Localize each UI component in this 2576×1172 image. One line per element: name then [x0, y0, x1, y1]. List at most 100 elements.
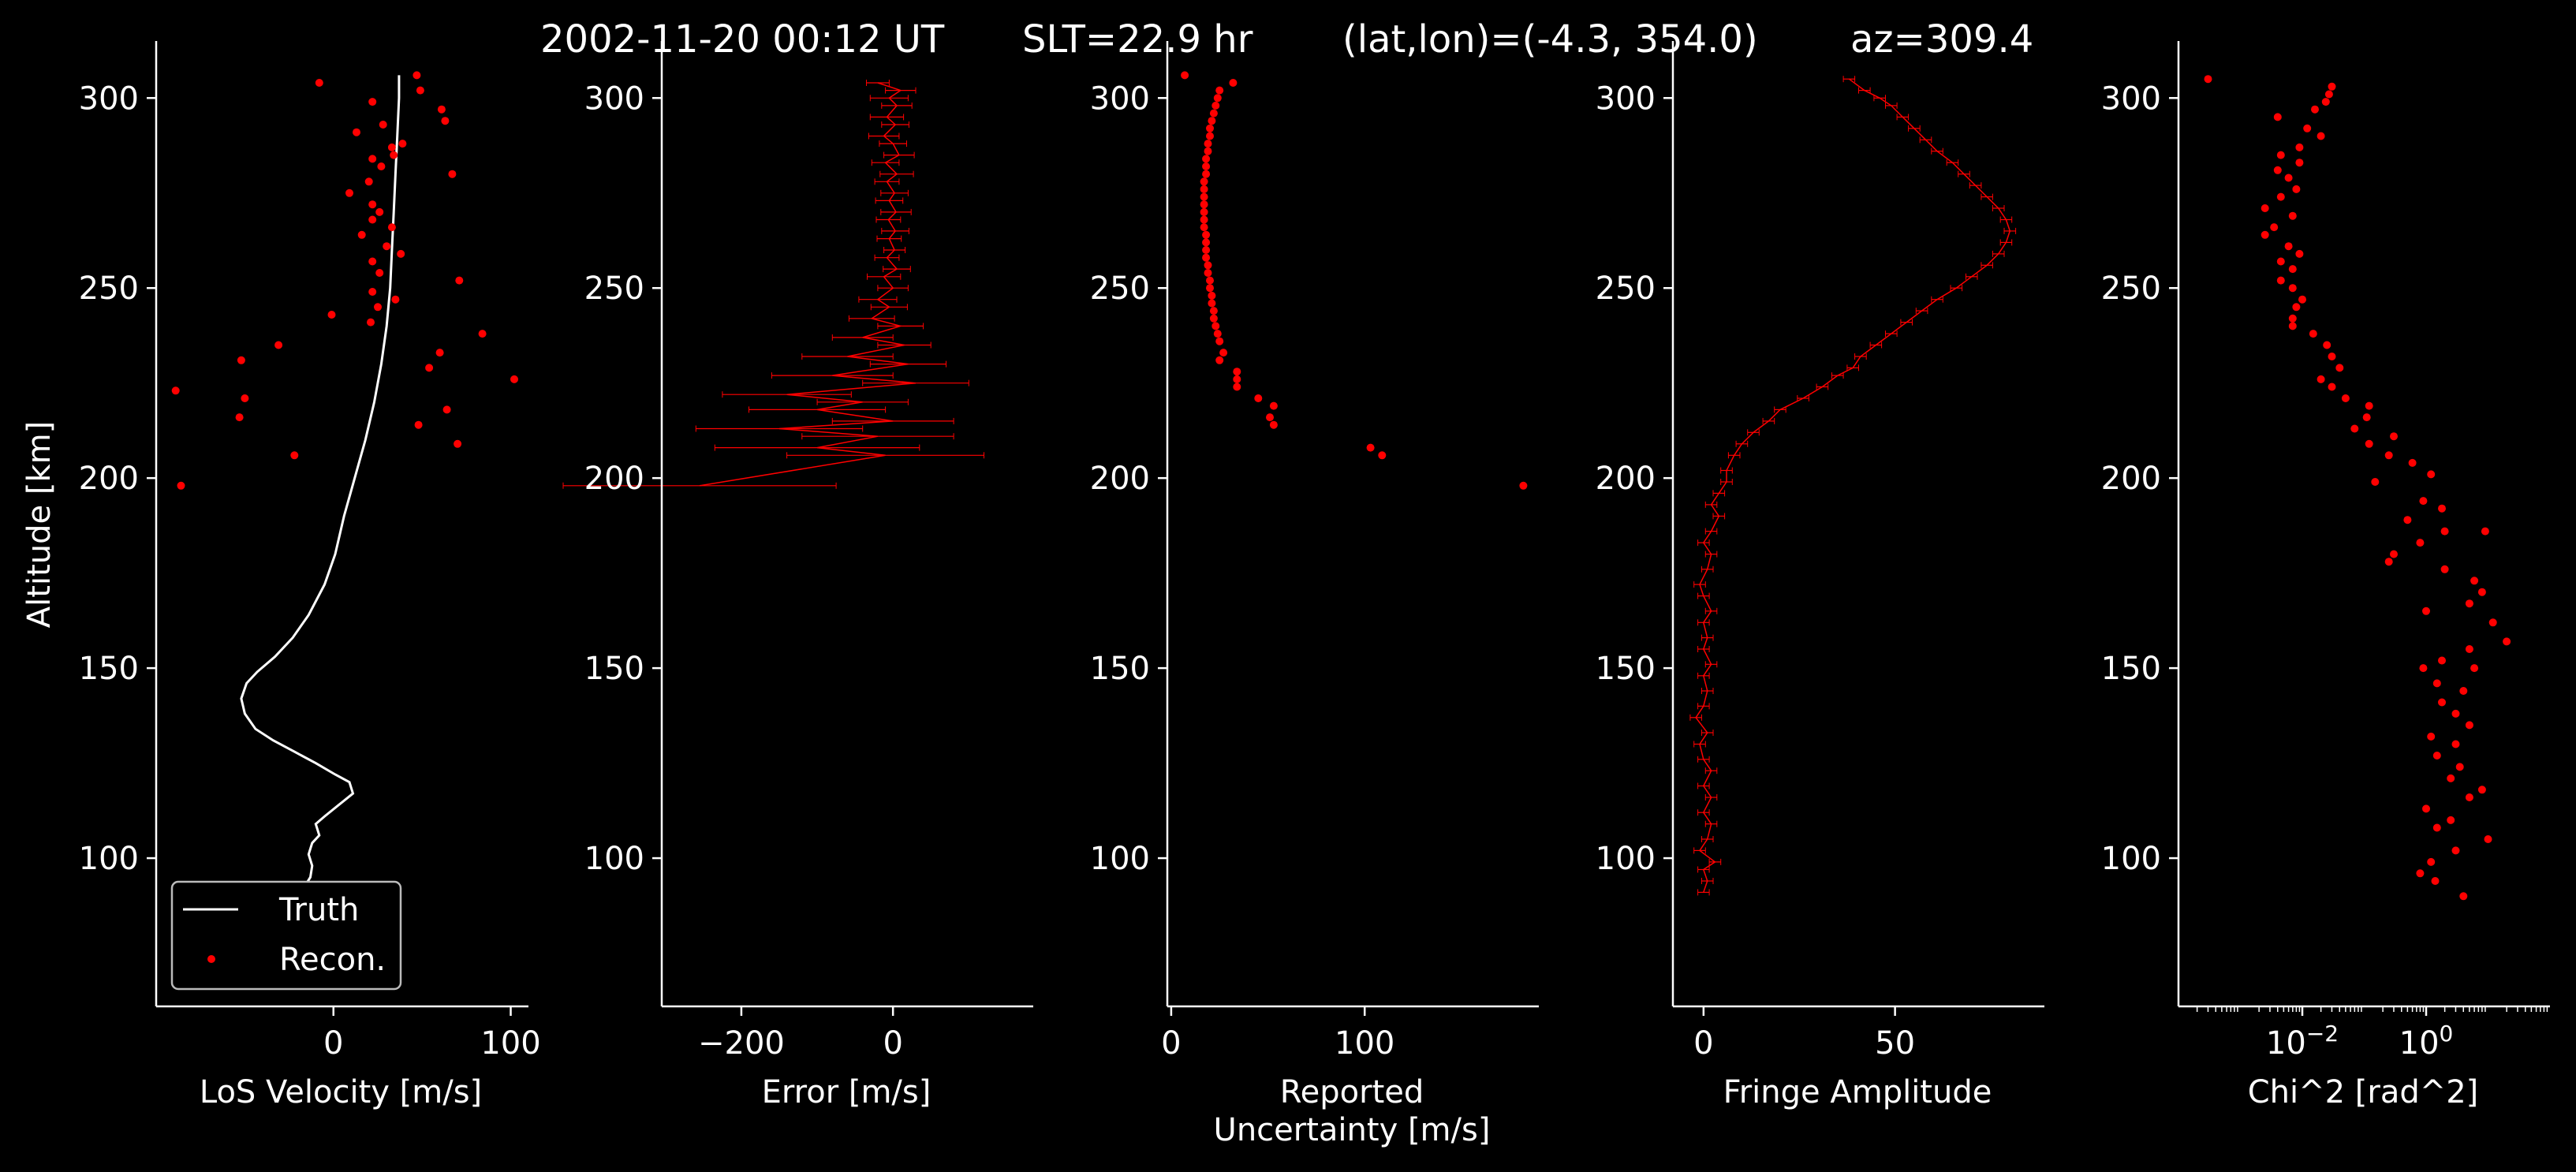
data-point — [375, 207, 384, 216]
y-tick-label-reported-uncertainty: 100 — [1090, 841, 1150, 877]
y-tick-label-fringe-amplitude: 300 — [1596, 80, 1656, 117]
data-point — [1208, 291, 1216, 300]
x-tick-label-fringe-amplitude: 0 — [1693, 1025, 1713, 1062]
data-point — [2288, 265, 2297, 274]
title-time: 2002-11-20 00:12 UT — [540, 17, 945, 62]
data-point — [368, 215, 377, 224]
data-point — [1204, 140, 1212, 148]
data-point — [2419, 497, 2428, 506]
data-point — [1200, 215, 1208, 224]
data-point — [2408, 458, 2417, 467]
data-point — [1202, 170, 1211, 178]
data-point — [441, 117, 450, 125]
data-point — [387, 143, 396, 151]
y-tick-label-los-velocity: 250 — [79, 271, 139, 307]
x-tick-label-reported-uncertainty: 0 — [1161, 1025, 1181, 1062]
axes-reported-uncertainty: 100 150 200 250 300 0 100 — [1090, 41, 1539, 1062]
data-point — [1202, 155, 1211, 163]
data-point — [2295, 159, 2304, 167]
data-point — [2317, 375, 2325, 383]
data-point — [315, 79, 323, 87]
data-point — [1200, 207, 1208, 216]
y-tick-label-chi-squared: 300 — [2101, 80, 2161, 117]
truth-line — [240, 75, 401, 890]
data-point — [1204, 269, 1212, 277]
data-point — [177, 481, 185, 490]
data-point — [1204, 147, 1212, 155]
data-point — [2288, 284, 2297, 293]
data-point — [1200, 200, 1208, 209]
data-point — [2427, 470, 2436, 479]
data-point — [1202, 246, 1211, 254]
data-point — [2484, 835, 2492, 843]
data-point — [379, 121, 387, 129]
panel-reported-uncertainty: 100 150 200 250 300 0 100 Reported Uncertainty … — [1090, 41, 1539, 1148]
data-point — [1208, 299, 1216, 308]
data-point — [2440, 565, 2449, 573]
data-point — [1215, 337, 1224, 345]
data-point — [2459, 687, 2468, 695]
data-point — [1208, 117, 1216, 125]
data-point — [1233, 375, 1241, 383]
data-point — [2284, 174, 2293, 182]
data-point — [1204, 261, 1212, 270]
data-point — [2295, 143, 2304, 151]
data-point — [2324, 90, 2333, 99]
data-point — [2503, 637, 2511, 646]
data-point — [2284, 242, 2293, 251]
data-point — [391, 295, 400, 304]
data-point — [1206, 124, 1214, 133]
data-point — [448, 170, 457, 178]
data-point — [2403, 516, 2412, 524]
legend: Truth Recon. — [170, 880, 402, 991]
data-point — [368, 200, 377, 209]
legend-truth-label: Truth — [278, 892, 359, 928]
data-point — [2438, 504, 2446, 513]
data-point — [2455, 763, 2464, 771]
data-point — [1202, 238, 1211, 247]
title-azimuth: az=309.4 — [1850, 17, 2033, 62]
data-point — [2438, 698, 2446, 707]
data-point — [2328, 383, 2336, 391]
data-point — [2419, 664, 2428, 673]
data-point — [1206, 284, 1214, 293]
data-point — [1211, 101, 1220, 110]
data-point — [2390, 432, 2398, 441]
data-point — [353, 128, 360, 136]
data-point — [1211, 322, 1220, 330]
data-point — [1209, 314, 1218, 323]
data-point — [2328, 353, 2336, 360]
data-point — [2270, 223, 2279, 232]
plot-area-reported-uncertainty — [1181, 71, 1528, 490]
y-axis-label: Altitude [km] — [21, 421, 58, 628]
data-point — [2276, 257, 2285, 266]
x-axis-label-fringe-amplitude: Fringe Amplitude — [1723, 1074, 1992, 1110]
y-tick-label-fringe-amplitude: 200 — [1596, 461, 1656, 497]
data-point — [2451, 846, 2460, 855]
data-point — [2276, 151, 2285, 159]
data-point — [367, 318, 375, 327]
data-point — [2422, 607, 2430, 615]
data-point — [437, 105, 446, 114]
plot-area-error — [562, 80, 984, 489]
data-point — [237, 356, 245, 364]
x-tick-label-fringe-amplitude: 50 — [1875, 1025, 1915, 1062]
data-point — [368, 98, 377, 106]
data-point — [2451, 709, 2460, 718]
y-tick-label-reported-uncertainty: 150 — [1090, 651, 1150, 687]
data-point — [2362, 413, 2371, 422]
data-point — [2341, 394, 2350, 402]
y-tick-label-error: 200 — [584, 461, 644, 497]
data-point — [2323, 341, 2331, 349]
data-point — [2288, 211, 2297, 220]
axes-error: 100 150 200 250 300 −200 0 — [584, 41, 1033, 1062]
axes-los-velocity: 100 150 200 250 300 0 100 — [79, 41, 541, 1062]
y-tick-label-fringe-amplitude: 250 — [1596, 271, 1656, 307]
data-point — [375, 269, 384, 277]
x-tick-label-error: 0 — [883, 1025, 902, 1062]
data-point — [1209, 109, 1218, 118]
data-point — [2311, 105, 2319, 114]
x-tick-label-error: −200 — [698, 1025, 785, 1062]
